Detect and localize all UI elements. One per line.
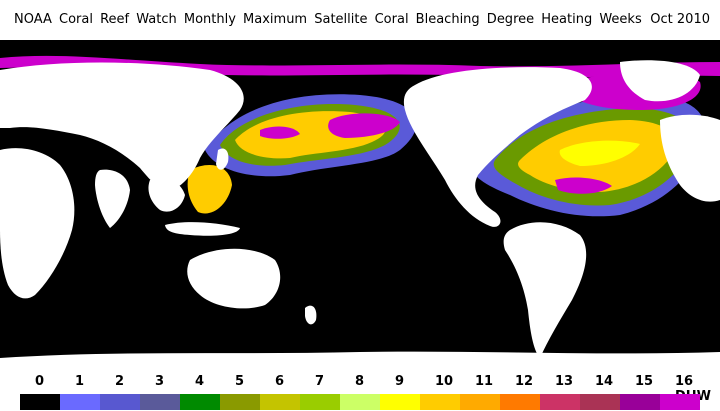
legend-tick-label: 9 — [395, 374, 405, 389]
map-date: Oct 2010 — [650, 12, 710, 27]
world-dhw-map — [0, 40, 720, 370]
legend-tick-label: 8 — [355, 374, 365, 389]
south-america — [503, 222, 587, 358]
legend-tick-label: 3 — [155, 374, 165, 389]
legend-swatch — [500, 394, 540, 410]
legend-tick-label: 10 — [435, 374, 454, 389]
legend-tick-label: 0 — [35, 374, 45, 389]
legend-tick-label: 11 — [475, 374, 494, 389]
land-masses — [0, 60, 720, 370]
legend-swatch — [340, 394, 380, 410]
legend-swatch — [540, 394, 580, 410]
dhw-north-pacific — [205, 94, 417, 177]
legend-tick-label: 1 — [75, 374, 85, 389]
dhw-west-pacific — [187, 165, 232, 214]
antarctica — [0, 351, 720, 370]
legend-color-scale — [20, 394, 700, 410]
legend-swatch — [300, 394, 340, 410]
map-title: NOAA Coral Reef Watch Monthly Maximum Sa… — [14, 12, 642, 27]
legend-tick-label: 7 — [315, 374, 325, 389]
india — [95, 169, 130, 228]
map-title-bar: NOAA Coral Reef Watch Monthly Maximum Sa… — [0, 0, 720, 40]
japan — [216, 148, 229, 170]
legend-swatch — [60, 394, 100, 410]
new-zealand — [305, 305, 317, 325]
legend-swatch — [180, 394, 220, 410]
legend-tick-label: 4 — [195, 374, 205, 389]
legend-tick-label: 6 — [275, 374, 285, 389]
legend-swatch — [620, 394, 660, 410]
legend-swatch — [20, 394, 60, 410]
legend-swatch — [580, 394, 620, 410]
legend-swatch — [380, 394, 420, 410]
legend-tick-label: 12 — [515, 374, 534, 389]
legend-swatch — [140, 394, 180, 410]
africa — [0, 148, 75, 299]
legend-swatch — [100, 394, 140, 410]
legend-tick-label: 5 — [235, 374, 245, 389]
greenland — [620, 60, 700, 102]
legend-swatch — [260, 394, 300, 410]
legend-swatch — [420, 394, 460, 410]
europe-west — [660, 114, 720, 202]
legend-tick-label: 14 — [595, 374, 614, 389]
legend-tick-label: 15 — [635, 374, 654, 389]
australia — [187, 248, 281, 309]
legend-tick-label: 2 — [115, 374, 125, 389]
legend-swatch — [660, 394, 700, 410]
legend-tick-label: 13 — [555, 374, 574, 389]
legend-swatch — [220, 394, 260, 410]
north-america — [403, 67, 592, 227]
legend-swatch — [460, 394, 500, 410]
southeast-asia — [148, 178, 185, 212]
indonesia — [165, 222, 240, 236]
eurasia — [0, 62, 244, 191]
